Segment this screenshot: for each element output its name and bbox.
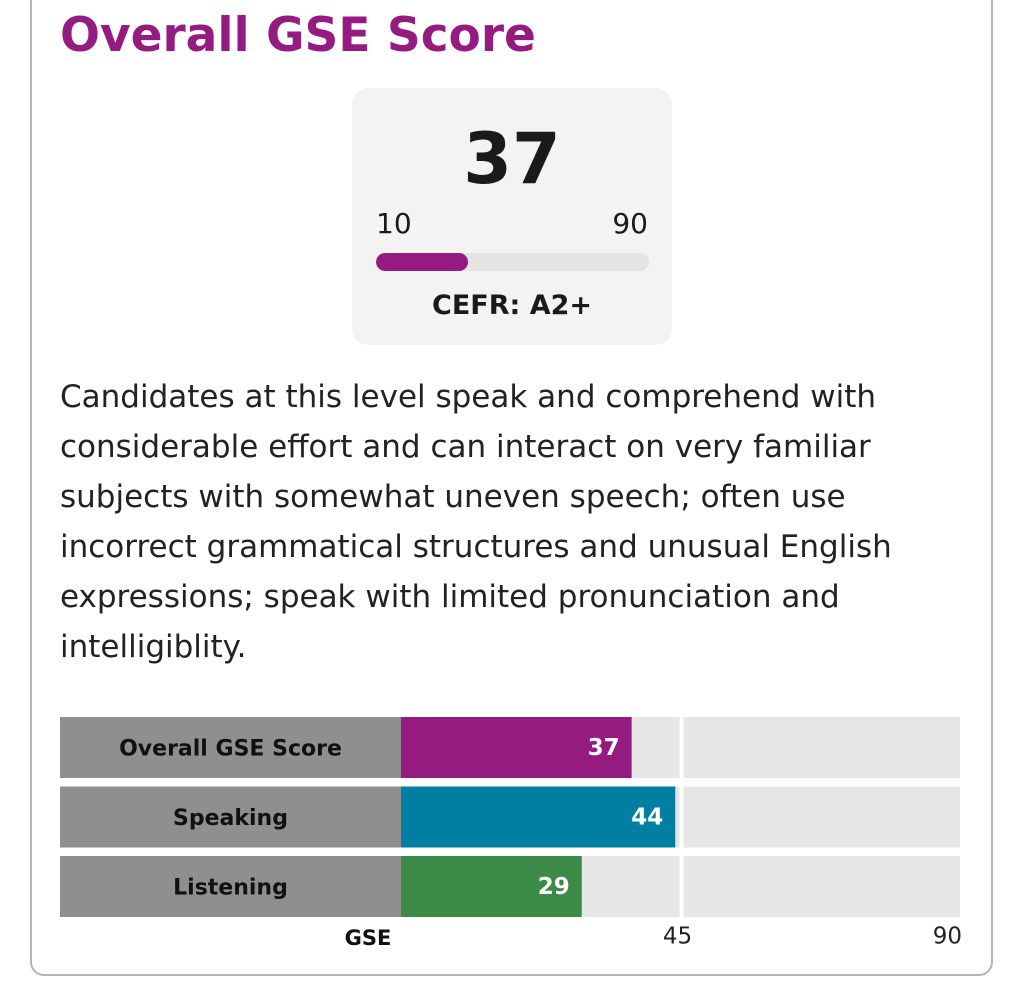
- title: Overall GSE Score: [60, 8, 536, 63]
- category-label: Listening: [173, 876, 288, 901]
- score-fill: [376, 253, 469, 271]
- value-label: 37: [588, 735, 620, 761]
- bar: [401, 856, 582, 917]
- score-card: [352, 88, 672, 345]
- value-label: 44: [631, 805, 663, 831]
- value-label: 29: [538, 874, 570, 900]
- bar: [401, 717, 632, 778]
- category-label: Speaking: [173, 806, 288, 831]
- label-cell: [60, 717, 401, 778]
- label-cell: [60, 786, 401, 848]
- description: Candidates at this level speak and compr…: [60, 379, 892, 665]
- x-axis-label: GSE: [345, 926, 392, 950]
- score: 37: [463, 118, 561, 200]
- x-tick-label: 45: [663, 924, 692, 950]
- bar: [401, 786, 676, 848]
- panel: [30, 0, 993, 976]
- cefr-level: CEFR: A2+: [432, 290, 592, 321]
- range-max: 90: [612, 207, 648, 240]
- category-label: Overall GSE Score: [119, 737, 342, 762]
- x-tick-label: 90: [933, 924, 962, 950]
- score-track: [376, 253, 649, 271]
- range-min: 10: [376, 207, 412, 240]
- label-cell: [60, 856, 401, 917]
